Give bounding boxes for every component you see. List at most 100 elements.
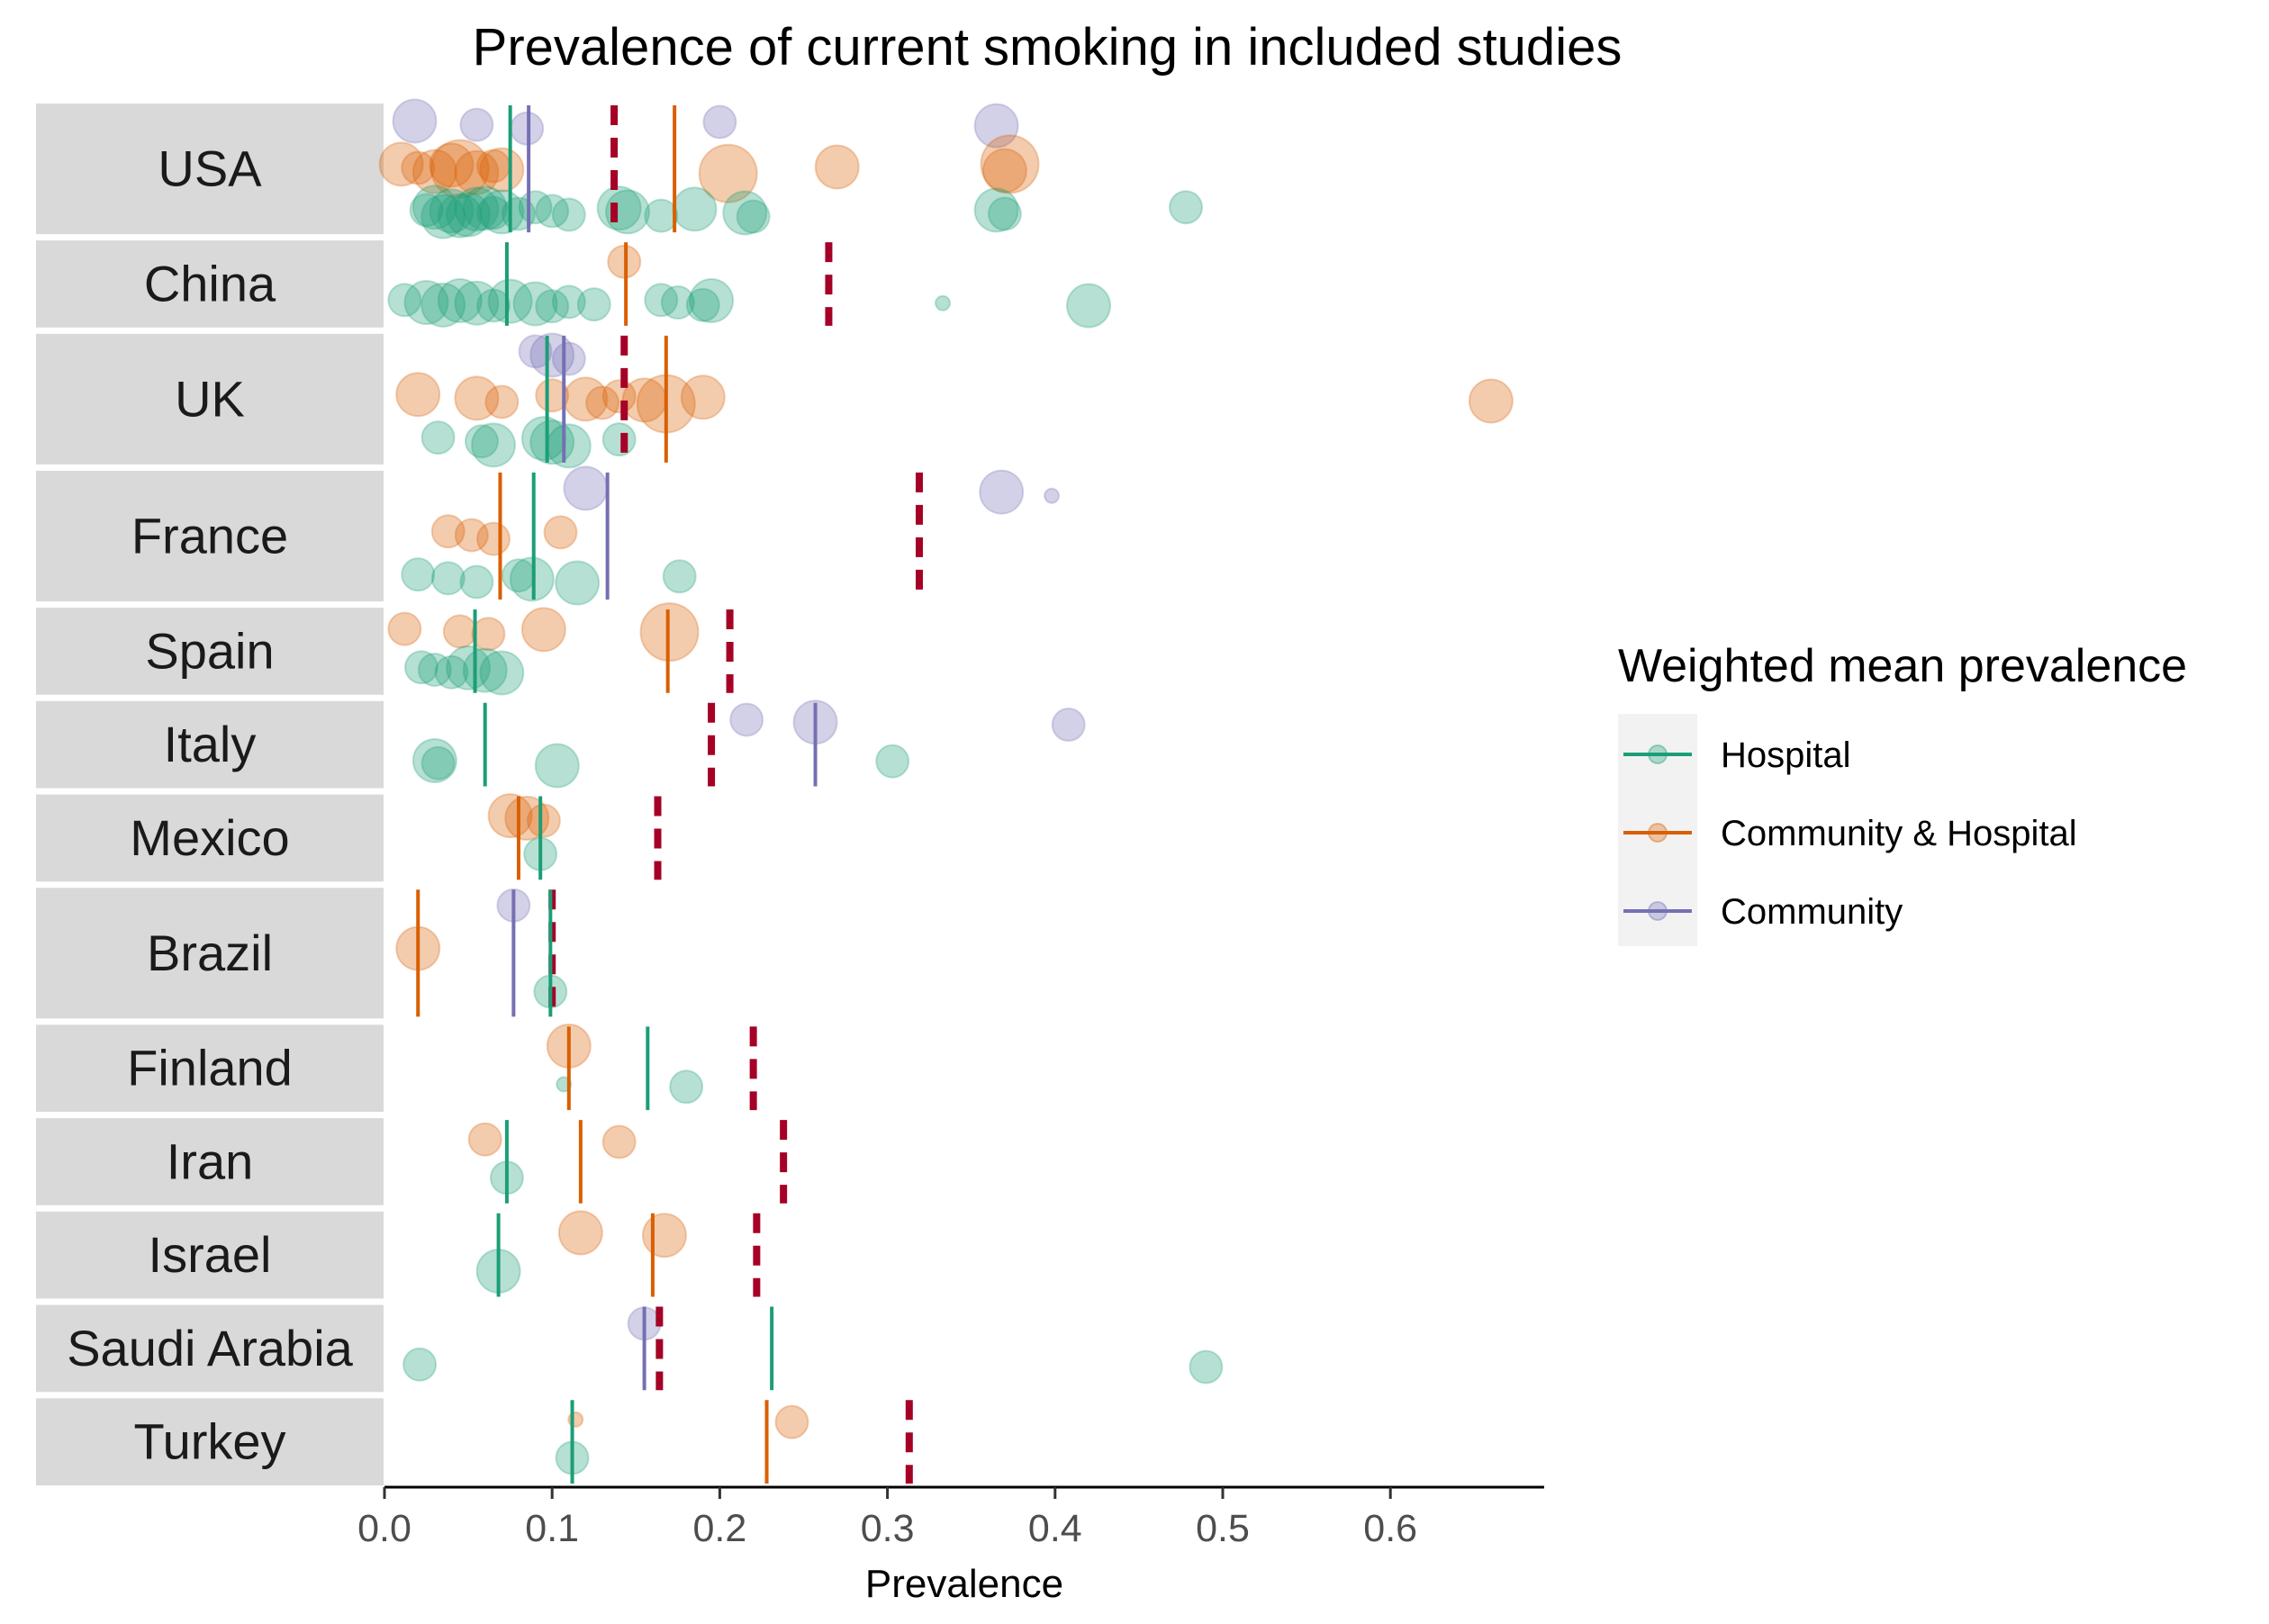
panel-finland: Finland xyxy=(36,1023,757,1113)
point-italy-hospital-0 xyxy=(411,737,457,783)
point-usa-hospital-2 xyxy=(446,192,492,238)
point-usa-community-hospital-10 xyxy=(981,148,1027,194)
strip-france xyxy=(36,470,384,602)
point-uk-community-hospital-9 xyxy=(680,374,726,420)
x-tick-label-1: 0.1 xyxy=(525,1507,579,1550)
point-france-community-hospital-3 xyxy=(543,515,578,550)
point-uk-hospital-2 xyxy=(471,422,517,468)
point-usa-community-hospital-0 xyxy=(378,141,424,187)
point-usa-hospital-13 xyxy=(551,197,586,232)
point-france-hospital-0 xyxy=(401,557,436,592)
point-usa-hospital-1 xyxy=(429,188,475,234)
point-usa-community-hospital-3 xyxy=(429,142,475,188)
point-china-hospital-10 xyxy=(576,287,611,322)
point-usa-community-hospital-9 xyxy=(814,144,860,190)
point-china-hospital-13 xyxy=(685,287,720,322)
panel-mexico: Mexico xyxy=(36,793,662,882)
strip-label-usa: USA xyxy=(158,140,262,197)
legend-label-hospital: Hospital xyxy=(1721,735,1851,775)
point-spain-community-hospital-0 xyxy=(387,611,422,646)
point-france-community-hospital-0 xyxy=(430,514,466,549)
point-usa-hospital-19 xyxy=(736,199,771,234)
panel-usa: USA xyxy=(36,98,1204,239)
panel-iran: Iran xyxy=(36,1118,788,1205)
strip-brazil xyxy=(36,888,384,1019)
point-uk-hospital-5 xyxy=(546,423,592,469)
point-spain-hospital-5 xyxy=(479,650,525,696)
strip-label-brazil: Brazil xyxy=(147,925,273,981)
point-france-hospital-2 xyxy=(459,564,494,600)
point-france-community-1 xyxy=(979,469,1025,515)
x-axis-label: Prevalence xyxy=(865,1562,1063,1606)
panel-brazil: Brazil xyxy=(36,888,568,1019)
point-usa-community-0 xyxy=(392,98,438,144)
point-china-hospital-0 xyxy=(387,283,422,318)
point-france-community-0 xyxy=(563,465,609,511)
strip-label-finland: Finland xyxy=(127,1040,293,1096)
point-usa-hospital-0 xyxy=(411,185,457,230)
point-usa-hospital-22 xyxy=(1169,190,1204,225)
strip-finland xyxy=(36,1024,384,1113)
point-uk-community-hospital-1 xyxy=(454,375,500,421)
point-usa-community-hospital-7 xyxy=(479,147,525,193)
point-china-hospital-16 xyxy=(1066,283,1112,329)
point-usa-community-4 xyxy=(973,103,1019,149)
point-turkey-community-hospital-1 xyxy=(774,1404,809,1439)
point-usa-hospital-20 xyxy=(973,187,1019,233)
point-usa-hospital-8 xyxy=(420,194,466,239)
point-israel-community-hospital-1 xyxy=(641,1213,687,1259)
point-spain-community-hospital-2 xyxy=(471,617,506,652)
point-uk-community-hospital-2 xyxy=(484,384,520,420)
strip-spain xyxy=(36,608,384,695)
point-usa-community-hospital-2 xyxy=(411,149,457,194)
chart-title: Prevalence of current smoking in include… xyxy=(473,18,1623,77)
point-iran-community-hospital-1 xyxy=(601,1124,637,1159)
strip-label-uk: UK xyxy=(175,370,245,427)
legend-label-community-hospital: Community & Hospital xyxy=(1721,814,2077,853)
point-france-hospital-1 xyxy=(430,561,466,596)
point-italy-community-0 xyxy=(729,702,764,737)
point-china-hospital-5 xyxy=(476,288,511,323)
panel-turkey: Turkey xyxy=(36,1398,913,1485)
strip-label-china: China xyxy=(144,255,276,311)
x-axis-ticks: 0.0 0.1 0.2 0.3 0.4 0.5 0.6 xyxy=(357,1487,1417,1550)
point-uk-hospital-6 xyxy=(601,422,637,457)
point-uk-community-hospital-3 xyxy=(535,378,570,413)
point-uk-hospital-1 xyxy=(464,424,499,459)
point-china-hospital-4 xyxy=(454,280,500,326)
point-usa-hospital-17 xyxy=(672,186,718,232)
point-usa-community-1 xyxy=(459,107,494,142)
point-usa-hospital-12 xyxy=(535,194,570,229)
strip-label-israel: Israel xyxy=(149,1226,272,1283)
point-usa-hospital-14 xyxy=(596,185,642,231)
point-usa-hospital-3 xyxy=(462,185,508,231)
point-italy-hospital-3 xyxy=(875,744,910,779)
panel-china: China xyxy=(36,240,1112,329)
point-italy-community-2 xyxy=(1051,708,1086,743)
panel-uk: UK xyxy=(36,332,1514,469)
x-tick-label-5: 0.5 xyxy=(1196,1507,1250,1550)
strip-iran xyxy=(36,1118,384,1205)
point-usa-community-hospital-11 xyxy=(980,134,1040,194)
point-usa-hospital-4 xyxy=(479,189,525,235)
point-spain-hospital-3 xyxy=(446,645,492,690)
point-china-hospital-15 xyxy=(935,294,952,311)
x-tick-label-2: 0.2 xyxy=(693,1507,747,1550)
panel-israel: Israel xyxy=(36,1210,761,1299)
point-usa-hospital-18 xyxy=(722,190,768,236)
point-france-hospital-6 xyxy=(662,559,697,594)
point-usa-hospital-6 xyxy=(454,186,500,232)
point-usa-hospital-16 xyxy=(644,198,679,233)
strip-label-italy: Italy xyxy=(164,716,257,772)
point-china-hospital-8 xyxy=(535,289,570,324)
strip-israel xyxy=(36,1211,384,1299)
panel-saudi-arabia: Saudi Arabia xyxy=(36,1304,1224,1393)
strip-usa xyxy=(36,104,384,235)
legend-key-point-hospital xyxy=(1648,744,1668,764)
point-saudi-arabia-hospital-0 xyxy=(402,1347,438,1382)
point-usa-community-hospital-4 xyxy=(429,139,490,199)
point-usa-hospital-5 xyxy=(437,193,483,239)
point-mexico-community-hospital-2 xyxy=(526,803,561,838)
